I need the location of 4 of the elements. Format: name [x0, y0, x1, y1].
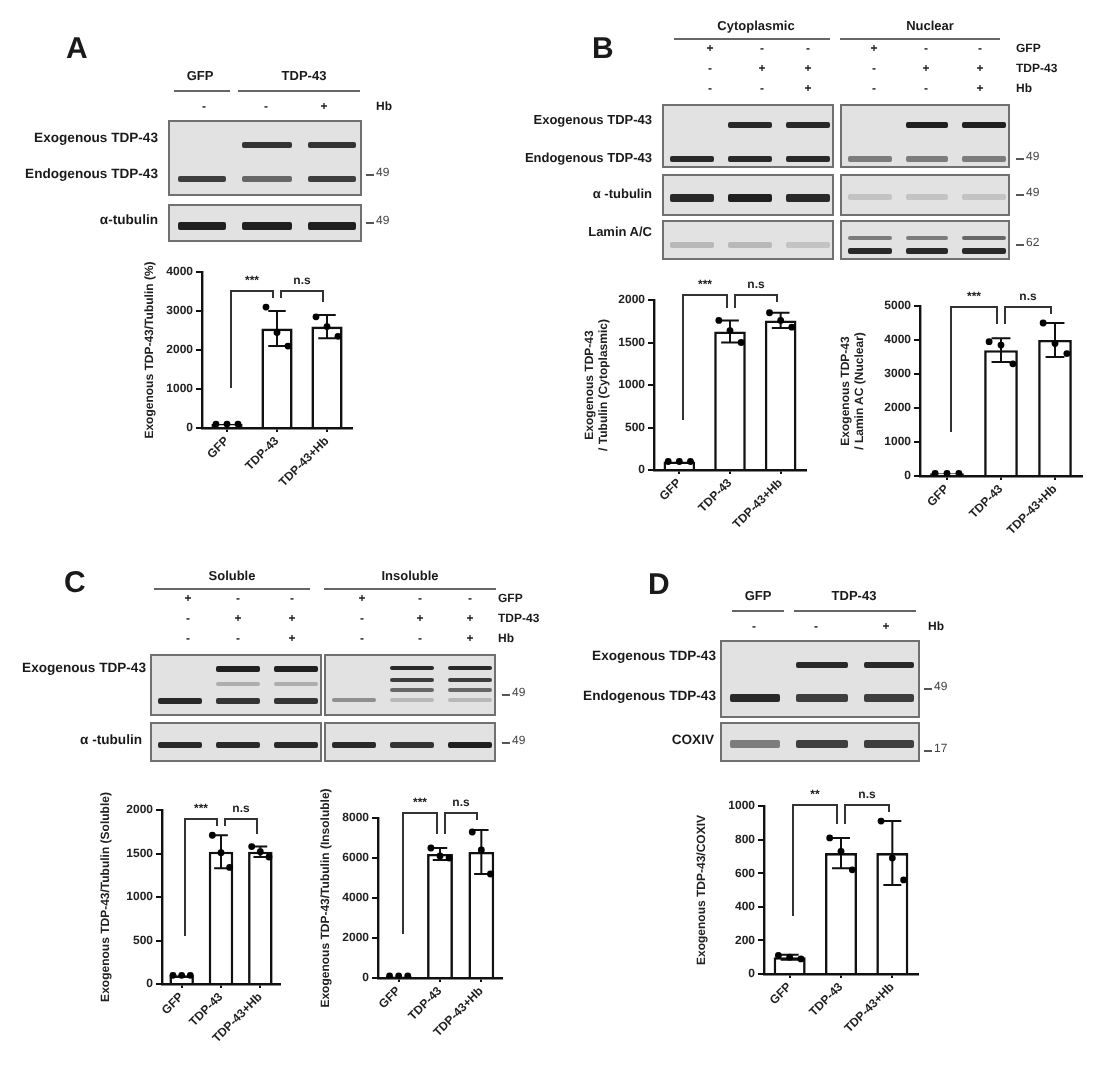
text: C: [64, 565, 86, 599]
text: B: [592, 31, 614, 65]
text: D: [648, 567, 670, 601]
text: A: [66, 31, 88, 65]
